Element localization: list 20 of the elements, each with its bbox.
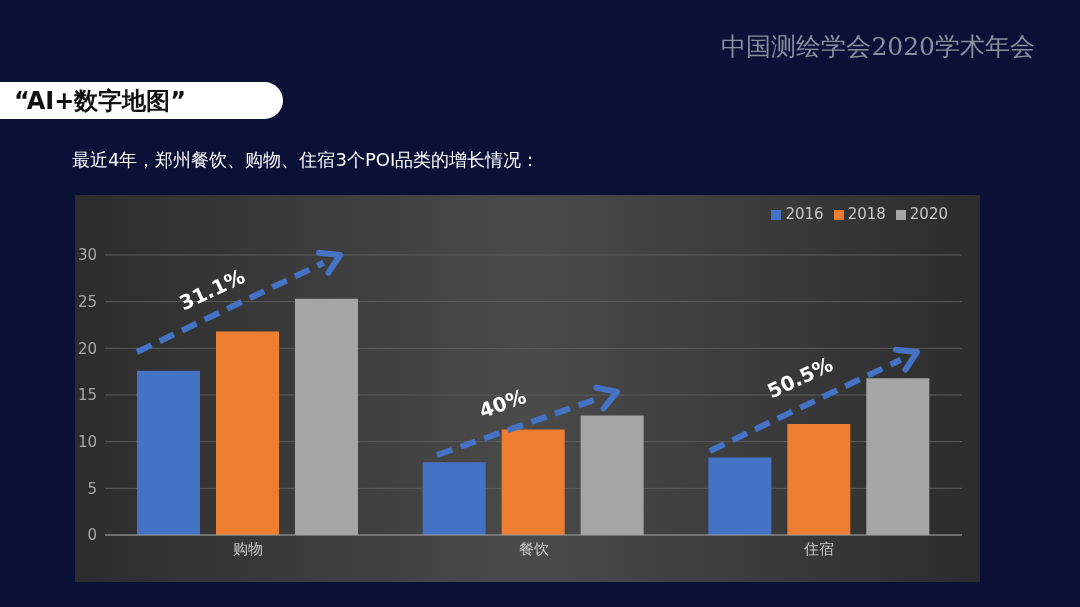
chart-subtitle: 最近4年，郑州餐饮、购物、住宿3个POI品类的增长情况：	[72, 148, 540, 172]
legend-label: 2018	[847, 205, 886, 223]
y-tick-label: 15	[77, 386, 97, 405]
legend-label: 2016	[785, 205, 824, 223]
y-tick-label: 30	[77, 246, 97, 265]
x-tick-label: 住宿	[803, 539, 835, 558]
bar	[708, 457, 772, 535]
y-tick-label: 10	[77, 432, 97, 451]
text: 中国测绘学会2020学术年会	[721, 31, 1035, 63]
x-tick-label: 餐饮	[518, 539, 549, 558]
x-tick-label: 购物	[232, 539, 263, 558]
annotation: 40%	[476, 383, 530, 423]
y-tick-label: 20	[77, 339, 97, 358]
y-tick-label: 25	[77, 292, 97, 311]
chart-title: “AI+数字地图”	[14, 86, 187, 117]
bar	[422, 462, 486, 535]
legend-label: 2020	[909, 205, 948, 223]
y-tick-label: 5	[87, 479, 97, 498]
y-tick-label: 0	[87, 526, 97, 545]
bar	[137, 370, 200, 535]
